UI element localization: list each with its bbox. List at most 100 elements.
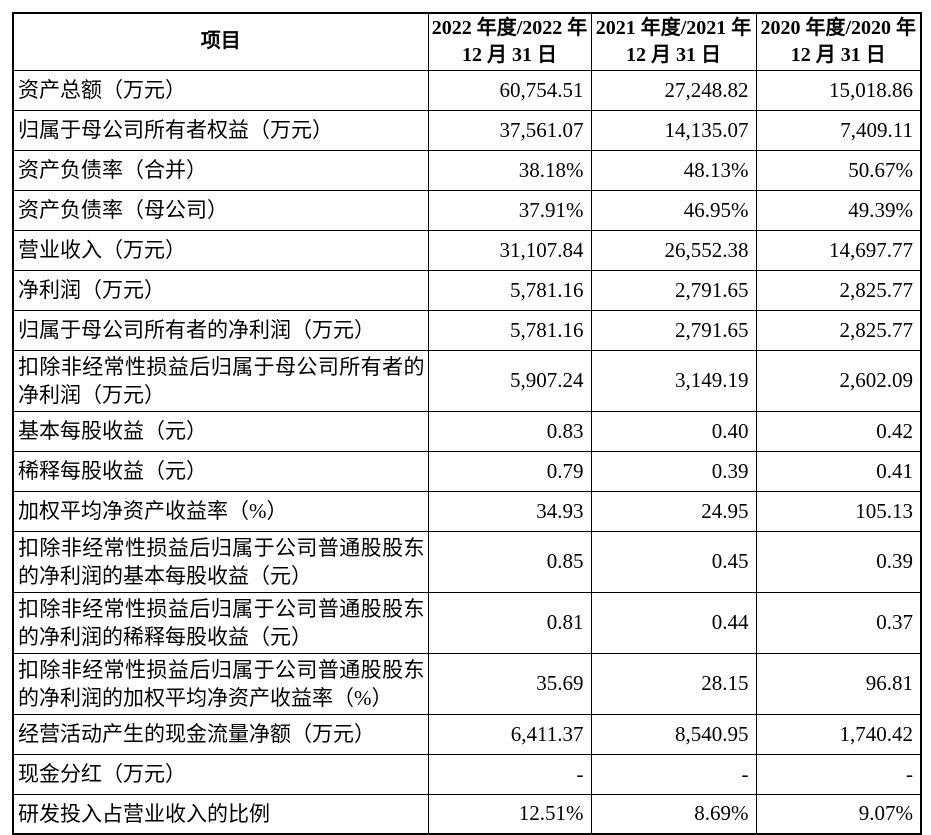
row-value: 5,781.16	[427, 269, 592, 311]
row-value: 12.51%	[427, 793, 592, 835]
row-value: 0.39	[590, 450, 757, 492]
row-value: 38.18%	[427, 149, 592, 191]
row-value: -	[427, 753, 592, 795]
table-row: 资产总额（万元） 60,754.51 27,248.82 15,018.86	[12, 69, 922, 111]
table-row: 扣除非经常性损益后归属于母公司所有者的净利润（万元） 5,907.24 3,149.…	[12, 349, 922, 412]
row-value: 0.79	[427, 450, 592, 492]
table-row: 加权平均净资产收益率（%） 34.93 24.95 105.13	[12, 490, 922, 532]
row-label: 现金分红（万元）	[12, 753, 429, 795]
row-value: 7,409.11	[755, 109, 922, 151]
table-row: 稀释每股收益（元） 0.79 0.39 0.41	[12, 450, 922, 492]
row-value: 31,107.84	[427, 229, 592, 271]
row-label: 基本每股收益（元）	[12, 410, 429, 452]
row-value: 2,791.65	[590, 269, 757, 311]
row-value: 14,135.07	[590, 109, 757, 151]
table-row: 现金分红（万元） - - -	[12, 753, 922, 795]
header-period-line: 12 月 31 日	[626, 43, 721, 66]
row-label: 稀释每股收益（元）	[12, 450, 429, 492]
row-value: 37.91%	[427, 189, 592, 231]
row-value: 46.95%	[590, 189, 757, 231]
row-value: 8.69%	[590, 793, 757, 835]
table-row: 营业收入（万元） 31,107.84 26,552.38 14,697.77	[12, 229, 922, 271]
header-period-line: 2020 年度/2020 年	[760, 16, 917, 39]
row-value: 9.07%	[755, 793, 922, 835]
row-label: 加权平均净资产收益率（%）	[12, 490, 429, 532]
row-value: 0.45	[590, 530, 757, 593]
row-value: 0.41	[755, 450, 922, 492]
table-row: 扣除非经常性损益后归属于公司普通股股东的净利润的基本每股收益（元） 0.85 0.4…	[12, 530, 922, 593]
row-label: 资产总额（万元）	[12, 69, 429, 111]
row-value: 96.81	[755, 652, 922, 715]
row-value: 48.13%	[590, 149, 757, 191]
row-value: 24.95	[590, 490, 757, 532]
table-header-row: 项目 2022 年度/2022 年 12 月 31 日 2021 年度/2021…	[12, 12, 922, 71]
row-value: 3,149.19	[590, 349, 757, 412]
row-value: 37,561.07	[427, 109, 592, 151]
header-period-2022: 2022 年度/2022 年 12 月 31 日	[427, 12, 592, 71]
header-period-line: 2021 年度/2021 年	[595, 16, 752, 39]
financial-summary-table: 项目 2022 年度/2022 年 12 月 31 日 2021 年度/2021…	[12, 12, 922, 835]
row-value: 8,540.95	[590, 713, 757, 755]
row-value: 0.40	[590, 410, 757, 452]
row-value: 2,825.77	[755, 309, 922, 351]
table-row: 扣除非经常性损益后归属于公司普通股股东的净利润的加权平均净资产收益率（%） 35.…	[12, 652, 922, 715]
row-label: 资产负债率（合并）	[12, 149, 429, 191]
table-row: 资产负债率（母公司） 37.91% 46.95% 49.39%	[12, 189, 922, 231]
row-value: 0.37	[755, 591, 922, 654]
row-value: 60,754.51	[427, 69, 592, 111]
row-value: 6,411.37	[427, 713, 592, 755]
row-label: 扣除非经常性损益后归属于公司普通股股东的净利润的基本每股收益（元）	[12, 530, 429, 593]
row-label: 资产负债率（母公司）	[12, 189, 429, 231]
header-period-2021: 2021 年度/2021 年 12 月 31 日	[590, 12, 757, 71]
header-item-label: 项目	[200, 30, 241, 53]
row-value: 0.85	[427, 530, 592, 593]
header-period-2020: 2020 年度/2020 年 12 月 31 日	[755, 12, 922, 71]
header-item: 项目	[12, 12, 429, 71]
header-period-line: 12 月 31 日	[462, 43, 557, 66]
row-value: 14,697.77	[755, 229, 922, 271]
table-row: 净利润（万元） 5,781.16 2,791.65 2,825.77	[12, 269, 922, 311]
row-value: 105.13	[755, 490, 922, 532]
table-row: 资产负债率（合并） 38.18% 48.13% 50.67%	[12, 149, 922, 191]
table-row: 归属于母公司所有者权益（万元） 37,561.07 14,135.07 7,409.1…	[12, 109, 922, 151]
row-label: 扣除非经常性损益后归属于公司普通股股东的净利润的稀释每股收益（元）	[12, 591, 429, 654]
row-value: 0.42	[755, 410, 922, 452]
row-value: 0.44	[590, 591, 757, 654]
table-row: 基本每股收益（元） 0.83 0.40 0.42	[12, 410, 922, 452]
header-period-line: 2022 年度/2022 年	[431, 16, 588, 39]
row-label: 归属于母公司所有者的净利润（万元）	[12, 309, 429, 351]
row-label: 归属于母公司所有者权益（万元）	[12, 109, 429, 151]
row-value: 35.69	[427, 652, 592, 715]
row-value: 15,018.86	[755, 69, 922, 111]
row-value: 34.93	[427, 490, 592, 532]
row-value: -	[590, 753, 757, 795]
row-value: -	[755, 753, 922, 795]
row-value: 5,907.24	[427, 349, 592, 412]
table-row: 研发投入占营业收入的比例 12.51% 8.69% 9.07%	[12, 793, 922, 835]
row-value: 0.83	[427, 410, 592, 452]
row-value: 2,602.09	[755, 349, 922, 412]
table-row: 经营活动产生的现金流量净额（万元） 6,411.37 8,540.95 1,740.4…	[12, 713, 922, 755]
row-value: 1,740.42	[755, 713, 922, 755]
table-row: 归属于母公司所有者的净利润（万元） 5,781.16 2,791.65 2,825.7…	[12, 309, 922, 351]
row-label: 营业收入（万元）	[12, 229, 429, 271]
table-row: 扣除非经常性损益后归属于公司普通股股东的净利润的稀释每股收益（元） 0.81 0.4…	[12, 591, 922, 654]
row-label: 净利润（万元）	[12, 269, 429, 311]
header-period-line: 12 月 31 日	[790, 43, 886, 66]
row-value: 26,552.38	[590, 229, 757, 271]
row-label: 研发投入占营业收入的比例	[12, 793, 429, 835]
table-body: 资产总额（万元） 60,754.51 27,248.82 15,018.86 归属于母公…	[12, 69, 922, 835]
row-value: 2,791.65	[590, 309, 757, 351]
row-label: 扣除非经常性损益后归属于母公司所有者的净利润（万元）	[12, 349, 429, 412]
row-value: 50.67%	[755, 149, 922, 191]
row-value: 49.39%	[755, 189, 922, 231]
row-label: 经营活动产生的现金流量净额（万元）	[12, 713, 429, 755]
row-value: 27,248.82	[590, 69, 757, 111]
row-value: 0.81	[427, 591, 592, 654]
row-value: 28.15	[590, 652, 757, 715]
row-value: 0.39	[755, 530, 922, 593]
row-value: 5,781.16	[427, 309, 592, 351]
row-value: 2,825.77	[755, 269, 922, 311]
row-label: 扣除非经常性损益后归属于公司普通股股东的净利润的加权平均净资产收益率（%）	[12, 652, 429, 715]
